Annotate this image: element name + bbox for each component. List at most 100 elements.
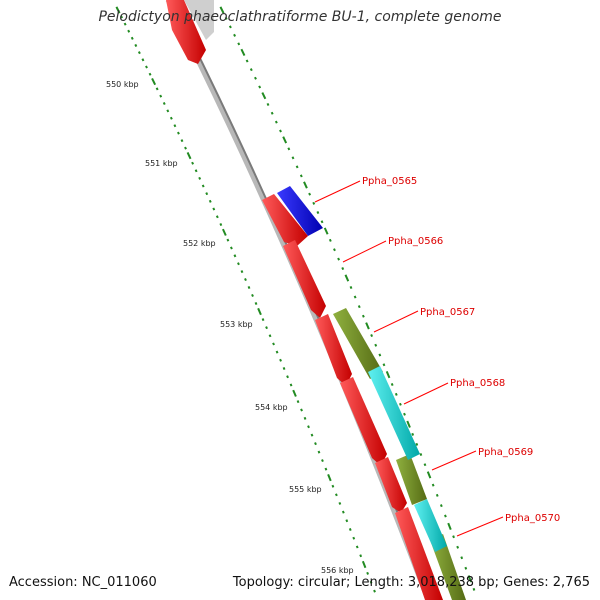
inner-scale-tick [155, 87, 159, 91]
outer-scale-tick [423, 463, 427, 467]
scale-label-552: 552 kbp [183, 239, 216, 248]
outer-scale-tick [291, 156, 295, 160]
inner-scale-tick [254, 301, 258, 305]
outer-scale-ticks [219, 6, 476, 591]
inner-scale-tick [177, 131, 180, 135]
callout-line-Ppha_0566 [342, 240, 387, 263]
outer-scale-tick [452, 535, 455, 539]
callout-line-Ppha_0568 [403, 382, 449, 405]
inner-scale-tick [335, 493, 338, 497]
inner-scale-tick [355, 545, 359, 549]
scale-label-551: 551 kbp [145, 159, 178, 168]
inner-scale-tick [130, 36, 134, 40]
callout-line-Ppha_0569 [431, 450, 477, 471]
inner-scale-tick [292, 389, 297, 397]
inner-scale-tick [173, 124, 177, 128]
inner-scale-tick [268, 334, 272, 338]
outer-scale-tick [254, 76, 257, 80]
outer-scale-tick [287, 147, 291, 151]
inner-scale-tick [186, 152, 192, 160]
outer-scale-tick [270, 111, 274, 115]
outer-scale-tick [308, 192, 312, 196]
feature-olive-2 [396, 454, 427, 505]
gene-label-Ppha_0567: Ppha_0567 [420, 307, 475, 318]
scale-label-550: 550 kbp [106, 80, 139, 89]
cds-red-Ppha_0568 [340, 377, 387, 466]
outer-scale-tick [361, 314, 365, 318]
scale-label-556: 556 kbp [321, 566, 354, 575]
outer-scale-tick [249, 68, 253, 72]
gene-label-Ppha_0570: Ppha_0570 [505, 513, 560, 524]
inner-scale-tick [296, 400, 300, 404]
outer-scale-tick [403, 412, 406, 416]
callout-line-Ppha_0565 [314, 180, 361, 203]
callout-line-Ppha_0570 [456, 516, 504, 537]
outer-scale-tick [337, 257, 341, 261]
inner-scale-tick [366, 571, 369, 575]
inner-scale-tick [327, 474, 332, 482]
cds-top-red [166, 0, 206, 64]
inner-scale-tick [226, 238, 230, 242]
outer-scale-tick [274, 120, 278, 124]
outer-scale-tick [370, 334, 374, 338]
inner-scale-tick [341, 510, 345, 514]
outer-scale-tick [399, 402, 402, 406]
outer-scale-tick [464, 566, 468, 570]
outer-scale-tick [219, 6, 225, 14]
feature-olive-3 [430, 534, 466, 600]
outer-scale-tick [439, 504, 443, 508]
inner-scale-tick [282, 367, 286, 371]
inner-scale-tick [265, 326, 268, 330]
inner-scale-tick [303, 416, 307, 420]
inner-scale-tick [184, 146, 187, 150]
inner-scale-tick [215, 215, 219, 219]
outer-scale-tick [365, 322, 370, 330]
outer-scale-tick [357, 305, 361, 309]
inner-scale-tick [180, 139, 184, 143]
outer-scale-tick [374, 343, 378, 347]
outer-scale-tick [378, 353, 382, 357]
outer-scale-tick [320, 220, 324, 224]
inner-scale-tick [272, 342, 275, 346]
outer-scale-tick [344, 274, 350, 282]
outer-scale-tick [467, 575, 473, 583]
outer-scale-tick [431, 483, 435, 487]
inner-scale-tick [230, 246, 233, 250]
outer-scale-tick [341, 267, 345, 271]
genome-title: Pelodictyon phaeoclathratiforme BU-1, co… [98, 9, 502, 25]
outer-scale-tick [233, 33, 236, 37]
outer-scale-tick [245, 59, 249, 63]
inner-scale-tick [324, 467, 328, 471]
cds-red-Ppha_0566 [283, 240, 326, 318]
outer-scale-tick [316, 211, 320, 215]
inner-scale-ticks [115, 6, 376, 593]
inner-scale-tick [191, 161, 195, 165]
scale-label-555: 555 kbp [289, 485, 322, 494]
inner-scale-tick [151, 77, 157, 86]
inner-scale-tick [251, 293, 254, 297]
inner-scale-tick [373, 589, 376, 593]
inner-scale-tick [247, 285, 251, 290]
outer-scale-tick [237, 42, 241, 46]
outer-scale-tick [406, 420, 411, 428]
feature-cyan-2 [414, 499, 447, 552]
inner-scale-tick [345, 519, 349, 523]
cds-top-gray [184, 0, 214, 40]
inner-scale-tick [166, 109, 170, 113]
outer-scale-tick [224, 16, 228, 20]
outer-scale-tick [460, 556, 464, 560]
outer-scale-tick [240, 48, 246, 56]
gene-label-Ppha_0568: Ppha_0568 [450, 378, 505, 389]
inner-scale-tick [205, 192, 209, 196]
scale-label-554: 554 kbp [255, 403, 288, 412]
inner-scale-tick [120, 15, 124, 19]
inner-scale-tick [369, 580, 373, 584]
outer-scale-tick [382, 363, 386, 367]
callout-line-Ppha_0567 [373, 310, 419, 333]
inner-scale-tick [134, 43, 138, 47]
inner-scale-tick [237, 262, 240, 266]
inner-scale-tick [148, 72, 152, 76]
inner-scale-tick [321, 459, 324, 463]
inner-scale-tick [317, 450, 321, 454]
outer-scale-tick [312, 201, 316, 205]
